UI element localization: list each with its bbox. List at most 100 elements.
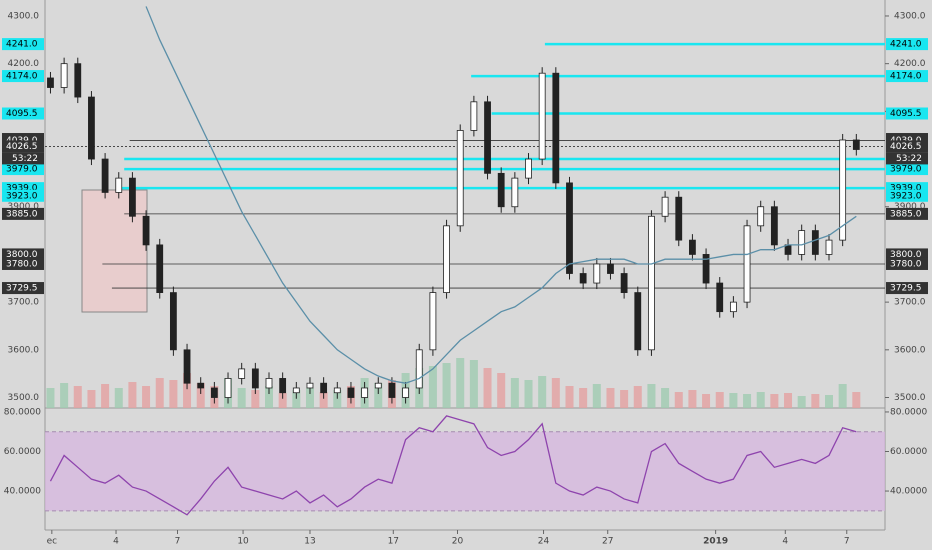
level-label-right: 4241.0 (890, 40, 922, 50)
candle (593, 263, 601, 284)
level-label-right: 3939.0 (890, 184, 922, 194)
volume-bar (538, 376, 547, 408)
volume-bar (770, 394, 779, 408)
candle (798, 230, 806, 255)
volume-bar (756, 392, 765, 408)
countdown-badge (886, 152, 928, 165)
y-tick-label: 3500.0 (894, 393, 926, 403)
level-label-right: 3885.0 (890, 209, 922, 219)
candle (142, 215, 150, 246)
volume-bar (183, 373, 192, 408)
level-label-right: 4095.5 (890, 109, 922, 119)
volume-bar (784, 393, 793, 408)
level-label-right: 3923.0 (890, 191, 922, 201)
y2-tick-label: 60.0000 (890, 447, 927, 457)
candle (484, 101, 491, 174)
level-badge-right (886, 207, 928, 220)
candle (525, 158, 532, 179)
volume-bar (155, 378, 164, 408)
x-tick-label: ec (47, 537, 58, 547)
level-label-left: 4241.0 (6, 40, 38, 50)
candle (306, 382, 314, 389)
y2-tick-label: 40.0000 (890, 487, 927, 497)
x-tick-label: 4 (782, 537, 788, 547)
volume-bar (46, 388, 55, 408)
volume-bar (305, 388, 314, 408)
volume-bar (333, 390, 342, 408)
level-badge-left (2, 248, 44, 261)
volume-bar (128, 382, 137, 408)
y-tick-label: 4300.0 (894, 11, 926, 21)
level-badge-left (2, 70, 44, 83)
candle (88, 96, 95, 160)
level-badge-left (2, 282, 44, 295)
candle (292, 387, 300, 394)
volume-bar (319, 392, 328, 408)
volume-bar (374, 383, 383, 408)
candle (197, 382, 205, 389)
x-tick-label: 7 (844, 537, 850, 547)
volume-bar (606, 388, 615, 408)
level-badge-right (886, 107, 928, 120)
candle (238, 368, 246, 379)
candle (675, 196, 683, 241)
candle (538, 72, 546, 160)
level-badge-left (2, 140, 44, 153)
x-tick-label: 7 (175, 537, 181, 547)
candle (388, 382, 396, 398)
volume-bar (483, 368, 492, 408)
x-tick-label: 10 (237, 537, 249, 547)
level-badge-left (2, 189, 44, 202)
candle (129, 177, 136, 217)
candle (320, 382, 328, 394)
volume-bar (292, 390, 301, 408)
candle (60, 63, 68, 88)
level-badge-left (2, 257, 44, 270)
volume-bar (73, 386, 82, 408)
volume-bar (592, 384, 601, 408)
level-badge-left (2, 107, 44, 120)
y2-tick-label-left: 60.0000 (4, 447, 41, 457)
level-label-left: 3885.0 (6, 209, 38, 219)
candle (784, 244, 792, 255)
candle (497, 172, 505, 208)
candle (47, 77, 54, 88)
candle (729, 301, 737, 313)
y-tick-label-left: 4300.0 (8, 11, 40, 21)
candle (415, 349, 423, 389)
level-badge-right (886, 140, 928, 153)
candle (852, 139, 860, 150)
level-badge-left (2, 163, 44, 176)
level-label-left: 3939.0 (6, 184, 38, 194)
candle (825, 239, 833, 255)
candle (183, 349, 191, 384)
candle (579, 273, 587, 284)
volume-bar (811, 394, 820, 408)
x-tick-label: 4 (113, 537, 119, 547)
candle (689, 239, 696, 255)
level-label-right: 3800.0 (890, 250, 922, 260)
y-tick-label: 3600.0 (894, 345, 926, 355)
candle (702, 254, 710, 284)
volume-bar (265, 386, 273, 408)
volume-bar (633, 386, 642, 408)
level-label-right: 4174.0 (890, 72, 922, 82)
candle (169, 292, 177, 351)
volume-bar (702, 394, 711, 408)
candle (634, 292, 642, 351)
y2-tick-label: 80.0000 (890, 407, 927, 417)
volume-bar (114, 388, 123, 408)
rsi-band (45, 431, 885, 511)
level-badge-right (886, 189, 928, 202)
volume-bar (87, 390, 96, 408)
volume-bar (196, 383, 205, 408)
volume-bar (743, 394, 752, 408)
y-tick-label: 3900.0 (894, 202, 926, 212)
candle (210, 387, 218, 398)
candle (470, 101, 478, 131)
level-label-left: 4174.0 (6, 72, 38, 82)
level-label-left: 4095.5 (6, 109, 38, 119)
candle (620, 273, 628, 293)
volume-bar (688, 390, 697, 408)
